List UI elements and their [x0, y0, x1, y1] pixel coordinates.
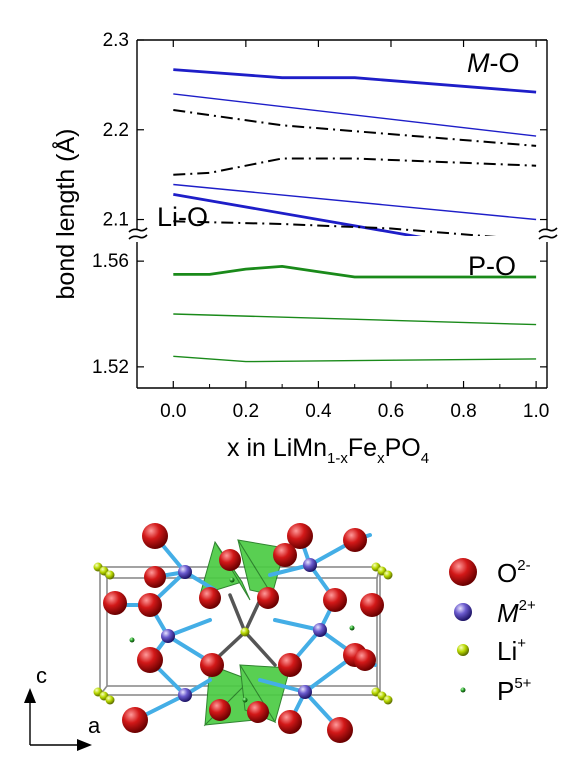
- lower-panel-series: [173, 264, 537, 363]
- axis-a-label: a: [88, 713, 101, 738]
- x-tick-label: 1.0: [523, 401, 549, 422]
- legend-p-symbol: [460, 687, 466, 693]
- y-tick-label: 2.3: [103, 30, 129, 51]
- x-tick-label: 0.6: [378, 401, 404, 422]
- series-line-m-o-1: [173, 93, 537, 137]
- oxygen-atoms: [103, 523, 384, 743]
- x-tick-label: 0.0: [160, 401, 186, 422]
- y-tick-label: 1.56: [92, 251, 129, 272]
- legend-li-label: Li+: [497, 635, 526, 666]
- y-tick-label: 2.2: [103, 120, 129, 141]
- legend-p-label: P5+: [497, 675, 532, 706]
- m-atoms: [161, 558, 327, 702]
- legend-item-p: P5+: [460, 675, 532, 706]
- y-axis-ticks: 2.1 2.2 2.3 1.52 1.56: [92, 30, 547, 378]
- annotation-lio: Li-O: [157, 202, 208, 232]
- legend-oxygen-label: O2-: [497, 557, 531, 588]
- series-line-m-o-0: [173, 68, 537, 94]
- crystal-axes-indicator: c a: [24, 663, 101, 751]
- legend-m-symbol: [454, 603, 472, 621]
- annotation-mo: M-O: [467, 48, 520, 78]
- legend-item-li: Li+: [457, 635, 526, 666]
- series-line-li-o-6: [173, 220, 497, 236]
- series-line-li-o-5: [173, 193, 422, 236]
- x-tick-label: 0.8: [450, 401, 476, 422]
- structure-legend: O2- M2+ Li+ P5+: [449, 557, 536, 706]
- series-line-p-o-8: [173, 313, 537, 326]
- x-tick-label: 0.2: [233, 401, 259, 422]
- y-tick-label: 2.1: [103, 210, 129, 231]
- y-tick-label: 1.52: [92, 357, 129, 378]
- legend-li-symbol: [457, 644, 469, 656]
- series-line-li-o-4: [173, 183, 537, 221]
- series-line-m-o-3: [173, 157, 537, 176]
- x-tick-label: 0.4: [305, 401, 332, 422]
- p-atoms: [129, 577, 355, 703]
- legend-item-oxygen: O2-: [449, 557, 531, 588]
- x-axis-label: x in LiMn1-xFexPO4: [227, 434, 429, 467]
- plot-frame: [136, 39, 548, 389]
- legend-item-m: M2+: [454, 597, 536, 628]
- axis-break-marks: [128, 227, 558, 240]
- legend-m-label: M2+: [497, 597, 536, 628]
- li-atoms: [93, 562, 393, 705]
- legend-oxygen-symbol: [449, 558, 477, 586]
- crystal-structure: [93, 523, 393, 743]
- y-axis-label: bond length (Å): [50, 129, 80, 300]
- axis-c-label: c: [36, 663, 47, 688]
- annotation-po: P-O: [468, 251, 516, 281]
- upper-panel-series: [173, 68, 537, 236]
- li-chains: [213, 593, 277, 667]
- series-line-p-o-7: [173, 264, 537, 279]
- x-axis-ticks: 0.0 0.2 0.4 0.6 0.8 1.0: [160, 40, 549, 422]
- series-line-p-o-9: [173, 355, 537, 363]
